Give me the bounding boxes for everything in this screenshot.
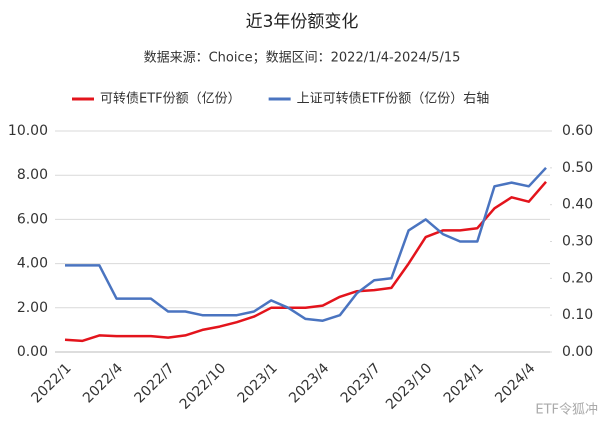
chart-subtitle: 数据来源：Choice；数据区间：2022/1/4-2024/5/15: [144, 51, 461, 66]
x-tick-label: 2023/10: [383, 360, 435, 412]
y-tick-label: 2.00: [17, 300, 48, 316]
x-tick-label: 2022/10: [177, 360, 229, 412]
series-line: [65, 166, 547, 322]
x-tick-label: 2022/4: [80, 360, 126, 406]
legend-label: 可转债ETF份额（亿份）: [100, 92, 241, 107]
y2-tick-label: 0.40: [562, 197, 593, 213]
y2-tick-label: 0.30: [562, 234, 593, 250]
x-tick-label: 2024/4: [492, 360, 538, 406]
x-tick-label: 2024/1: [441, 360, 487, 406]
x-tick-label: 2022/7: [132, 360, 178, 406]
y-tick-label: 8.00: [17, 167, 48, 183]
y2-tick-label: 0.00: [562, 344, 593, 360]
y-tick-label: 4.00: [17, 256, 48, 272]
y2-tick-label: 0.20: [562, 270, 593, 286]
y2-tick-label: 0.10: [562, 307, 593, 323]
y-tick-label: 6.00: [17, 211, 48, 227]
x-tick-label: 2023/7: [338, 360, 384, 406]
y-tick-label: 10.00: [8, 123, 48, 139]
chart-title: 近3年份额变化: [246, 12, 359, 32]
x-tick-label: 2022/1: [29, 360, 75, 406]
x-tick-label: 2023/1: [235, 360, 281, 406]
y2-tick-label: 0.50: [562, 160, 593, 176]
y2-tick-label: 0.60: [562, 123, 593, 139]
watermark: ETF令狐冲: [535, 403, 598, 418]
legend-label: 上证可转债ETF份额（亿份）右轴: [297, 92, 490, 107]
x-tick-label: 2023/4: [286, 360, 332, 406]
series-line: [64, 180, 547, 343]
y-tick-label: 0.00: [17, 344, 48, 360]
